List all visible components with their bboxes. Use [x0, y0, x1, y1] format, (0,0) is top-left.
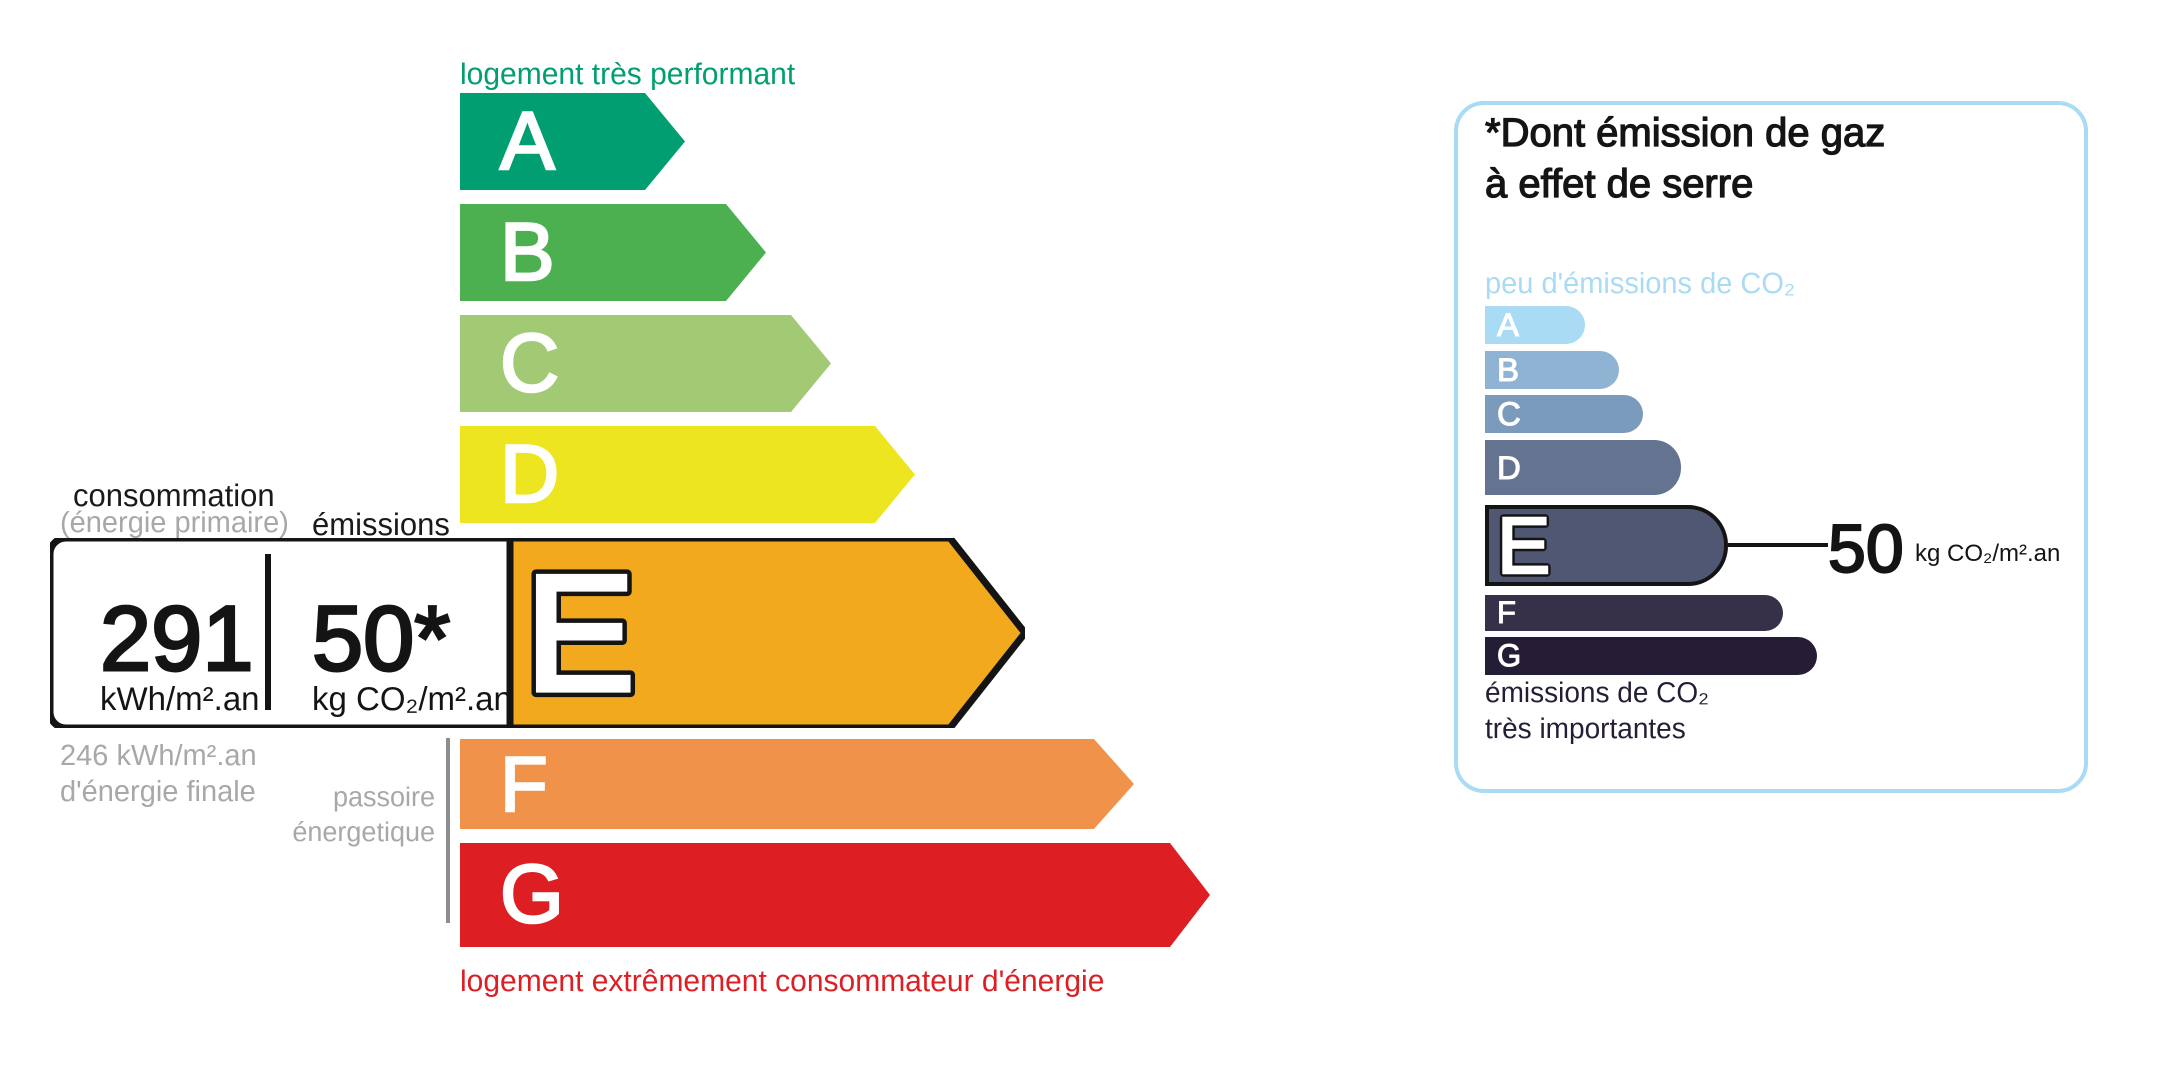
svg-text:E: E: [525, 541, 635, 725]
svg-text:kWh/m².an: kWh/m².an: [100, 680, 260, 717]
svg-text:50*: 50*: [312, 588, 451, 690]
svg-text:291: 291: [100, 588, 254, 690]
svg-text:E: E: [1497, 501, 1550, 590]
svg-text:kg CO₂/m².an: kg CO₂/m².an: [312, 680, 512, 717]
